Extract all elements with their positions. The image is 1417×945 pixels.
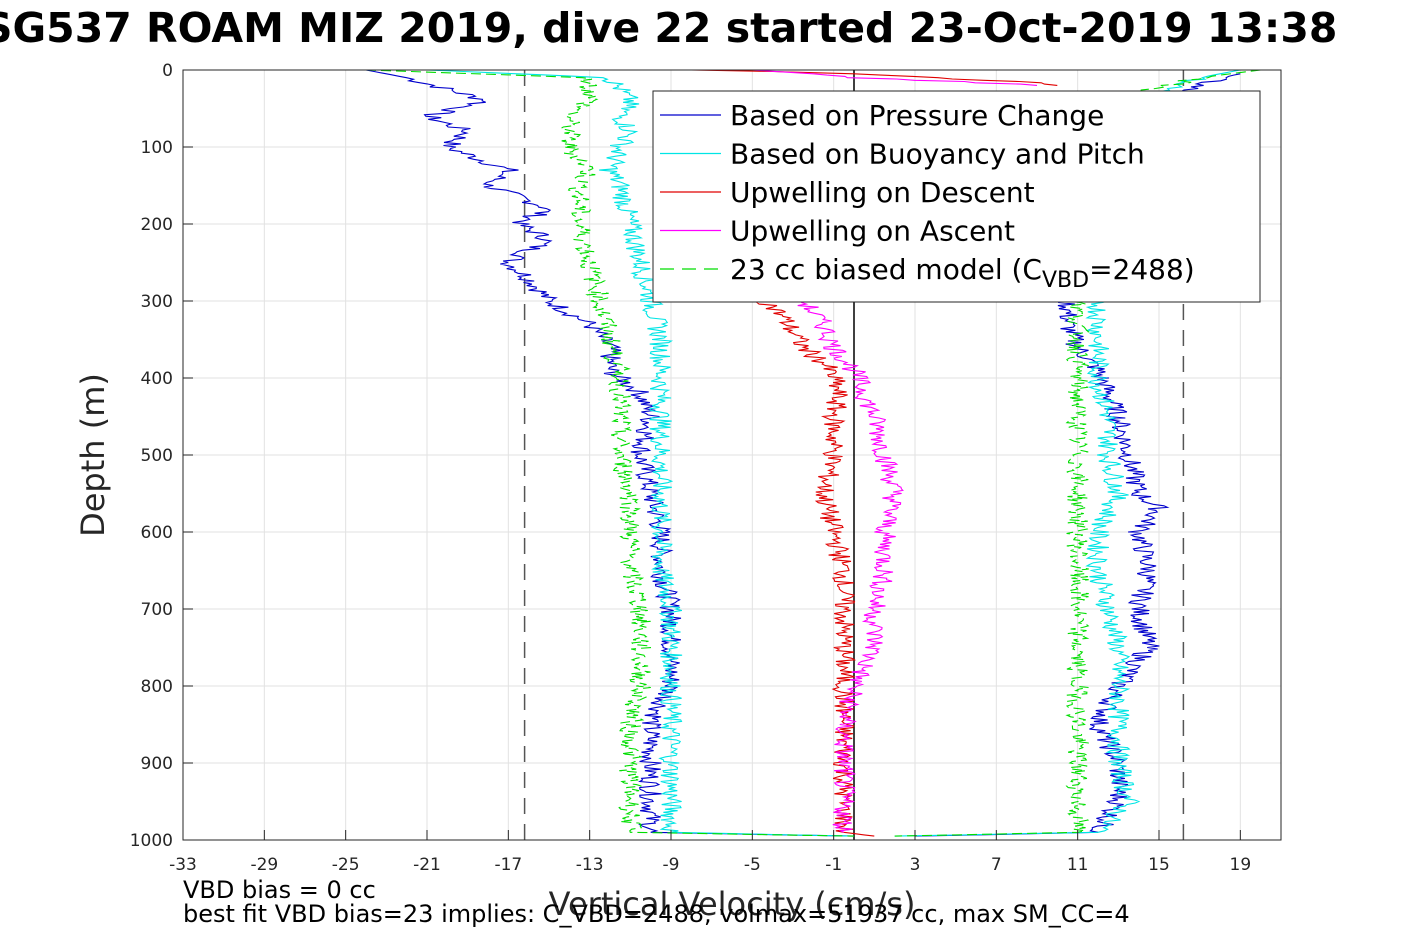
x-tick-label: 3 xyxy=(910,855,921,875)
x-tick-label: -25 xyxy=(332,855,360,875)
legend-label-subscript: VBD xyxy=(1042,268,1089,293)
vbd-bias-note: VBD bias = 0 cc xyxy=(183,876,376,904)
legend: Based on Pressure Change Based on Buoyanc… xyxy=(652,90,1261,303)
x-tick-label: -33 xyxy=(169,855,197,875)
x-tick-label: -9 xyxy=(663,855,680,875)
x-tick-label: -5 xyxy=(744,855,761,875)
legend-label: Upwelling on Ascent xyxy=(730,215,1015,248)
x-tick-label: 11 xyxy=(1067,855,1089,875)
series-4-segment-0 xyxy=(365,69,855,837)
series-1-segment-0 xyxy=(426,69,855,837)
series-3-segment-1 xyxy=(797,300,904,833)
series-2-segment-1 xyxy=(756,300,875,837)
x-axis-ticks: -33 -29 -25 -21 -17 -13 -9 -5 -1 3 7 11 15 19 xyxy=(169,830,1251,875)
x-tick-label: -17 xyxy=(494,855,522,875)
x-tick-label: -1 xyxy=(825,855,842,875)
legend-label: 23 cc biased model (CVBD=2488) xyxy=(730,253,1195,293)
legend-label-main: 23 cc biased model (C xyxy=(730,253,1042,286)
series-3-segment-0 xyxy=(752,69,1038,86)
chart-title: SG537 ROAM MIZ 2019, dive 22 started 23-… xyxy=(0,4,1338,52)
legend-label: Based on Buoyancy and Pitch xyxy=(730,138,1145,171)
y-tick-label: 100 xyxy=(141,138,173,158)
y-tick-label: 400 xyxy=(141,369,173,389)
x-tick-label: 15 xyxy=(1148,855,1170,875)
legend-label-tail: =2488) xyxy=(1089,253,1195,286)
y-tick-label: 600 xyxy=(141,523,173,543)
y-tick-label: 0 xyxy=(162,61,173,81)
x-tick-label: -29 xyxy=(250,855,278,875)
y-axis-label: Depth (m) xyxy=(74,373,112,537)
y-tick-label: 300 xyxy=(141,292,173,312)
x-tick-label: 7 xyxy=(991,855,1002,875)
y-tick-label: 200 xyxy=(141,215,173,235)
y-tick-label: 900 xyxy=(141,754,173,774)
x-axis-label: Vertical Velocity (cm/s) xyxy=(549,885,916,923)
series-layer xyxy=(365,69,1261,837)
x-tick-label: -21 xyxy=(413,855,441,875)
y-tick-label: 700 xyxy=(141,600,173,620)
series-2-segment-0 xyxy=(691,69,1058,86)
x-tick-label: 19 xyxy=(1230,855,1252,875)
legend-label: Upwelling on Descent xyxy=(730,176,1035,209)
y-tick-label: 1000 xyxy=(130,831,173,851)
y-tick-label: 500 xyxy=(141,446,173,466)
x-tick-label: -13 xyxy=(576,855,604,875)
y-axis-ticks: 0 100 200 300 400 500 600 700 800 900 1000 xyxy=(130,61,193,851)
series-0-segment-0 xyxy=(365,69,855,837)
legend-label: Based on Pressure Change xyxy=(730,99,1104,132)
legend-box xyxy=(652,90,1261,303)
best-fit-note: best fit VBD bias=23 implies: C_VBD=2488… xyxy=(183,900,1130,928)
y-tick-label: 800 xyxy=(141,677,173,697)
